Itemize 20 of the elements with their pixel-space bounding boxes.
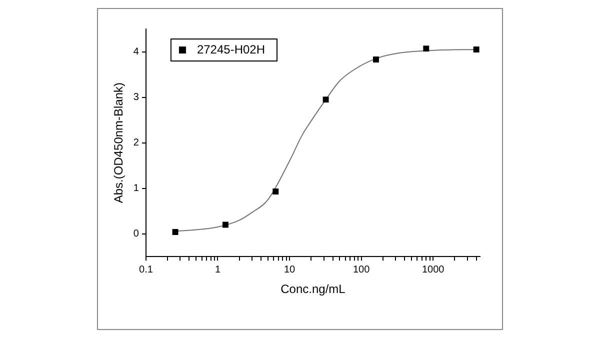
point [222,222,228,228]
point [423,46,430,52]
x-tick-label: 1000 [422,264,445,276]
y-tick-label: 1 [133,183,140,194]
x-tick-label: 10 [284,264,296,276]
x-tick-label: 100 [352,264,370,276]
point [373,56,379,62]
y-tick-label: 3 [133,92,140,104]
y-axis-title: Abs.(OD450nm-Blank) [112,82,126,204]
y-tick-label: 4 [133,46,140,58]
x-tick-label: 0.1 [139,264,154,276]
point [473,46,480,52]
y-tick-label: 0 [133,228,140,240]
legend-label: 27245-H02H [196,42,266,56]
x-axis-title: Conc.ng/mL [280,282,346,296]
point [172,229,178,235]
point [272,188,279,194]
y-tick-label: 2 [133,138,140,149]
point [322,96,329,103]
x-tick-label: 1 [214,264,221,276]
